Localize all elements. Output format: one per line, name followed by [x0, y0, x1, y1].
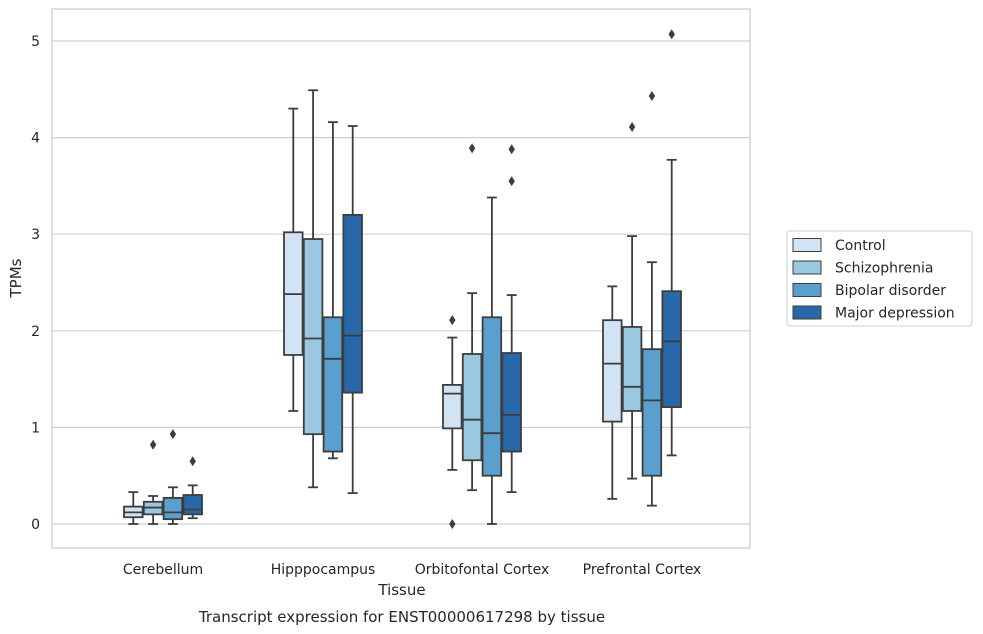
box-bipolar-disorder: [162, 429, 184, 525]
legend-label: Control: [835, 238, 886, 254]
iqr-box: [621, 326, 643, 412]
box-bipolar-disorder: [641, 91, 663, 507]
x-tick-label: Hipppocampus: [271, 562, 376, 578]
outlier-point: [468, 143, 476, 154]
y-tick-label: 5: [31, 34, 40, 50]
iqr-box: [481, 316, 503, 477]
iqr-box: [162, 497, 184, 521]
box-schizophrenia: [461, 143, 483, 492]
box-control: [602, 285, 623, 500]
iqr-box: [661, 290, 682, 409]
x-tick-label: Orbitofontal Cortex: [415, 562, 550, 578]
y-tick-label: 1: [31, 420, 40, 436]
iqr-box: [602, 319, 623, 423]
legend-label: Major depression: [835, 306, 955, 322]
outlier-point: [668, 29, 675, 40]
box-major-depression: [501, 144, 522, 494]
outlier-point: [449, 315, 456, 326]
outlier-point: [169, 429, 177, 440]
box-control: [283, 107, 304, 412]
y-tick-labels: 0 1 2 3 4 5: [31, 34, 40, 533]
legend-swatch: [792, 283, 822, 297]
legend-swatch: [792, 260, 822, 275]
y-tick-label: 0: [31, 517, 40, 533]
box-control: [123, 491, 144, 525]
outlier-point: [628, 121, 636, 132]
legend-label: Schizophrenia: [835, 261, 933, 277]
y-tick-label: 3: [31, 227, 40, 243]
legend-swatch: [792, 238, 822, 252]
x-tick-labels: Cerebellum Hipppocampus Orbitofontal Corte…: [123, 562, 701, 578]
iqr-box: [322, 316, 344, 453]
y-grid-lines: [52, 40, 750, 525]
box-schizophrenia: [302, 89, 324, 489]
box-schizophrenia: [142, 439, 164, 525]
legend-swatch: [792, 305, 822, 320]
legend-frame: [786, 230, 973, 327]
iqr-box: [461, 353, 483, 462]
y-axis-label: TPMs: [7, 258, 25, 298]
outlier-point: [149, 439, 157, 450]
iqr-box: [182, 494, 203, 516]
iqr-box: [342, 213, 363, 394]
box-groups: [123, 29, 682, 529]
plot-frame: [51, 8, 751, 549]
box-control: [442, 315, 463, 529]
x-tick-label: Prefrontal Cortex: [583, 562, 702, 578]
outlier-point: [648, 91, 656, 102]
iqr-box: [501, 352, 522, 453]
iqr-box: [641, 348, 663, 477]
box-bipolar-disorder: [481, 196, 503, 525]
legend-label: Bipolar disorder: [835, 283, 946, 299]
y-tick-label: 4: [31, 131, 40, 147]
outlier-point: [508, 144, 515, 155]
x-tick-label: Cerebellum: [123, 562, 203, 578]
box-major-depression: [342, 125, 363, 494]
x-axis-label: Tissue: [377, 581, 425, 599]
figure-caption: Transcript expression for ENST0000061729…: [198, 608, 605, 626]
outlier-point: [189, 456, 196, 467]
outlier-point: [508, 176, 515, 187]
box-major-depression: [182, 456, 203, 520]
box-bipolar-disorder: [322, 121, 344, 460]
box-major-depression: [661, 29, 682, 457]
y-tick-label: 2: [31, 324, 40, 340]
legend: Control Schizophrenia Bipolar disorder Majo…: [786, 230, 973, 327]
box-schizophrenia: [621, 121, 643, 480]
outlier-point: [449, 519, 456, 529]
iqr-box: [302, 238, 324, 436]
iqr-box: [442, 383, 463, 430]
